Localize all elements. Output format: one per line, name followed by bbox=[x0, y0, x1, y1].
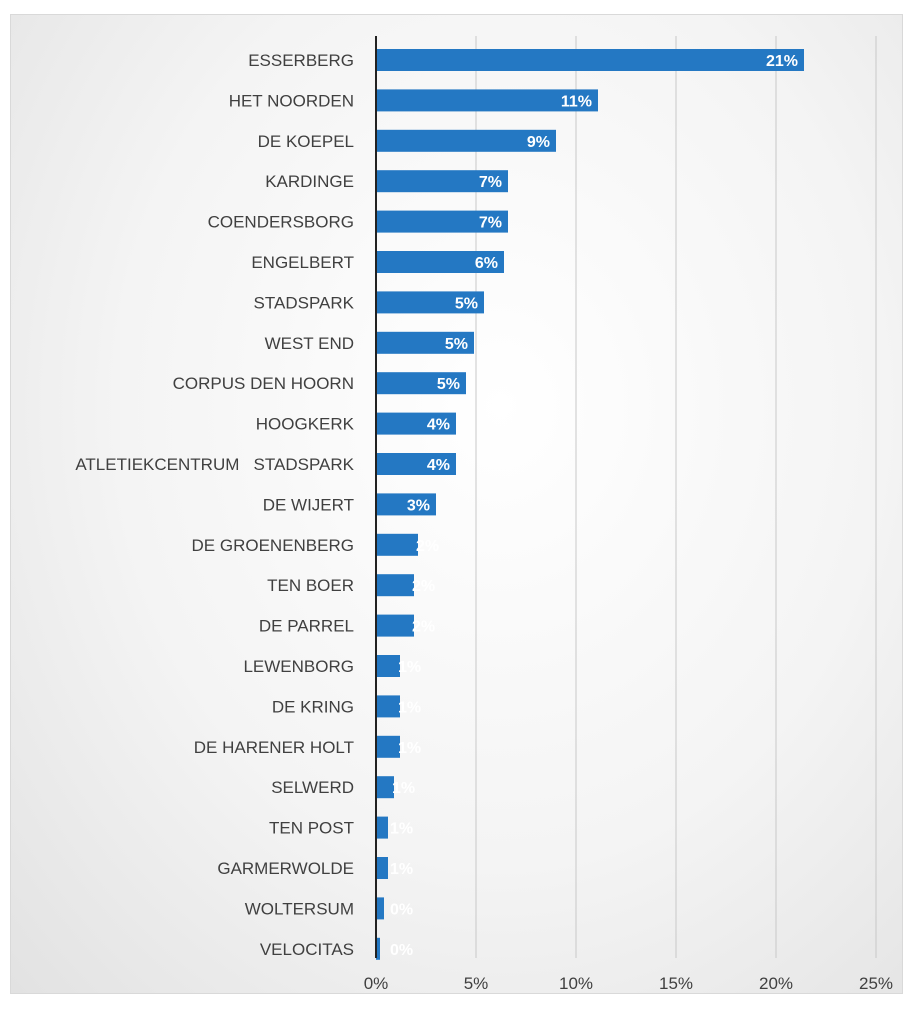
data-label: 7% bbox=[479, 174, 502, 191]
data-label: 5% bbox=[445, 336, 468, 353]
data-label: 2% bbox=[412, 619, 435, 636]
category-label: TEN BOER bbox=[267, 576, 354, 595]
bar bbox=[376, 897, 384, 920]
category-label: GARMERWOLDE bbox=[217, 859, 354, 878]
bar bbox=[376, 614, 414, 637]
category-label: WOLTERSUM bbox=[245, 899, 354, 918]
bar bbox=[376, 412, 456, 435]
category-label: SELWERD bbox=[271, 778, 354, 797]
category-label: DE PARREL bbox=[259, 617, 354, 636]
bar bbox=[376, 776, 394, 799]
category-label: HET NOORDEN bbox=[229, 91, 354, 110]
category-label: TEN POST bbox=[269, 819, 354, 838]
data-label: 1% bbox=[398, 740, 421, 757]
bar bbox=[376, 129, 556, 152]
data-label: 1% bbox=[390, 861, 413, 878]
data-label: 6% bbox=[475, 255, 498, 272]
category-label: STADSPARK bbox=[254, 293, 355, 312]
data-label: 9% bbox=[527, 134, 550, 151]
data-label: 1% bbox=[390, 821, 413, 838]
category-label: WEST END bbox=[265, 334, 354, 353]
bar bbox=[376, 574, 414, 597]
data-label: 0% bbox=[390, 942, 413, 959]
data-label: 2% bbox=[416, 538, 439, 555]
x-tick-label: 20% bbox=[759, 974, 793, 993]
data-label: 1% bbox=[398, 659, 421, 676]
category-label: DE KOEPEL bbox=[258, 132, 354, 151]
bar bbox=[376, 89, 598, 112]
bar bbox=[376, 695, 400, 718]
data-label: 0% bbox=[390, 901, 413, 918]
category-label: VELOCITAS bbox=[260, 940, 354, 959]
bar bbox=[376, 49, 804, 71]
bar bbox=[376, 453, 456, 475]
bar bbox=[376, 251, 504, 273]
category-label: CORPUS DEN HOORN bbox=[173, 374, 354, 393]
bar bbox=[376, 655, 400, 677]
bar bbox=[376, 291, 484, 314]
category-label: HOOGKERK bbox=[256, 415, 355, 434]
category-label: ESSERBERG bbox=[248, 51, 354, 70]
data-label: 7% bbox=[479, 215, 502, 232]
bar bbox=[376, 937, 380, 960]
bar bbox=[376, 533, 418, 556]
category-label: LEWENBORG bbox=[243, 657, 354, 676]
x-tick-label: 25% bbox=[859, 974, 893, 993]
data-label: 5% bbox=[437, 376, 460, 393]
category-label: ENGELBERT bbox=[251, 253, 354, 272]
category-label: DE HARENER HOLT bbox=[194, 738, 354, 757]
bar bbox=[376, 331, 474, 354]
category-label: DE KRING bbox=[272, 697, 354, 716]
bar bbox=[376, 493, 436, 516]
data-label: 1% bbox=[398, 699, 421, 716]
data-label: 4% bbox=[427, 417, 450, 434]
x-tick-label: 5% bbox=[464, 974, 489, 993]
category-label: DE WIJERT bbox=[263, 495, 354, 514]
x-tick-label: 15% bbox=[659, 974, 693, 993]
data-label: 1% bbox=[392, 780, 415, 797]
bar bbox=[376, 372, 466, 395]
data-label: 11% bbox=[561, 93, 592, 110]
bar bbox=[376, 857, 388, 879]
data-label: 3% bbox=[407, 497, 430, 514]
data-label: 4% bbox=[427, 457, 450, 474]
category-label: ATLETIEKCENTRUM STADSPARK bbox=[75, 455, 354, 474]
bar bbox=[376, 170, 508, 193]
category-label: KARDINGE bbox=[265, 172, 354, 191]
data-label: 5% bbox=[455, 295, 478, 312]
x-tick-label: 0% bbox=[364, 974, 389, 993]
bar bbox=[376, 735, 400, 758]
data-label: 2% bbox=[412, 578, 435, 595]
category-label: DE GROENENBERG bbox=[192, 536, 354, 555]
bar bbox=[376, 816, 388, 839]
category-label: COENDERSBORG bbox=[208, 213, 354, 232]
bar bbox=[376, 210, 508, 233]
data-label: 21% bbox=[766, 53, 798, 70]
x-tick-label: 10% bbox=[559, 974, 593, 993]
